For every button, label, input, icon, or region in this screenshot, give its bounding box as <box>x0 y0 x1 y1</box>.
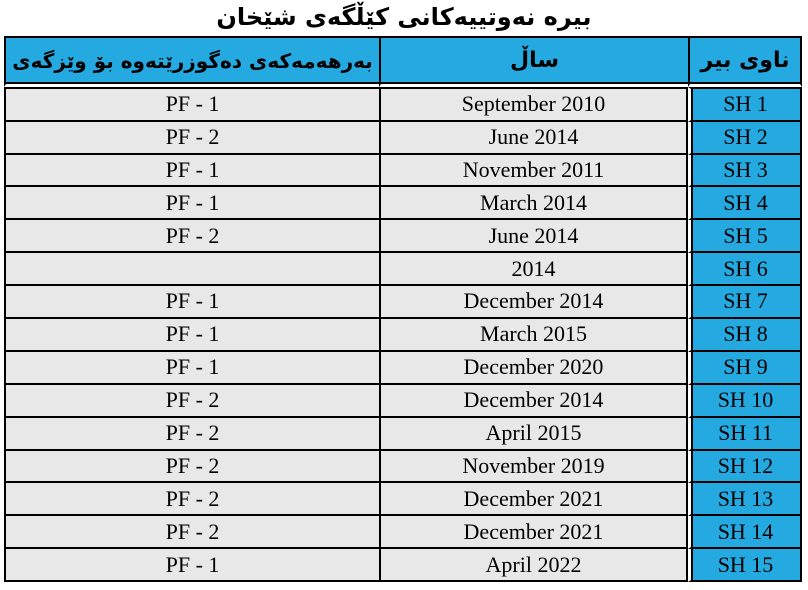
table-row: PF - 2 June 2014 SH 5 <box>4 220 802 254</box>
header-row: بەرهەمەکەی دەگوزرێتەوە بۆ وێزگەی ساڵ ناو… <box>4 35 802 87</box>
header-destination: بەرهەمەکەی دەگوزرێتەوە بۆ وێزگەی <box>4 35 379 87</box>
facility-cell: PF - 1 <box>4 187 379 221</box>
date-cell: December 2021 <box>379 516 688 550</box>
table-row: PF - 1 April 2022 SH 15 <box>4 549 802 583</box>
date-cell: 2014 <box>379 253 688 287</box>
well-cell: SH 14 <box>688 516 802 550</box>
date-cell: November 2011 <box>379 154 688 188</box>
well-cell: SH 5 <box>688 220 802 254</box>
facility-cell: PF - 1 <box>4 319 379 352</box>
table-row: PF - 1 March 2015 SH 8 <box>4 319 802 352</box>
facility-cell: PF - 2 <box>4 220 379 254</box>
date-cell: June 2014 <box>379 121 688 155</box>
wells-table: بەرهەمەکەی دەگوزرێتەوە بۆ وێزگەی ساڵ ناو… <box>4 35 802 583</box>
header-well-name: ناوی بیر <box>688 35 802 87</box>
date-cell: March 2015 <box>379 319 688 352</box>
date-cell: March 2014 <box>379 187 688 221</box>
date-cell: June 2014 <box>379 220 688 254</box>
table-row: PF - 2 December 2014 SH 10 <box>4 384 802 418</box>
facility-cell: PF - 1 <box>4 286 379 320</box>
facility-cell: PF - 2 <box>4 121 379 155</box>
table-row: 2014 SH 6 <box>4 253 802 287</box>
table-row: PF - 1 March 2014 SH 4 <box>4 187 802 221</box>
facility-cell: PF - 2 <box>4 450 379 484</box>
facility-cell: PF - 1 <box>4 154 379 188</box>
well-cell: SH 6 <box>688 253 802 287</box>
date-cell: December 2020 <box>379 351 688 385</box>
well-cell: SH 12 <box>688 450 802 484</box>
facility-cell <box>4 253 379 287</box>
date-cell: December 2021 <box>379 483 688 517</box>
well-cell: SH 9 <box>688 351 802 385</box>
table-row: PF - 1 November 2011 SH 3 <box>4 154 802 188</box>
facility-cell: PF - 1 <box>4 549 379 583</box>
table-row: PF - 2 April 2015 SH 11 <box>4 417 802 451</box>
well-cell: SH 8 <box>688 319 802 352</box>
table-body: PF - 1 September 2010 SH 1 PF - 2 June 2014 S… <box>4 86 802 583</box>
well-cell: SH 4 <box>688 187 802 221</box>
facility-cell: PF - 2 <box>4 417 379 451</box>
date-cell: November 2019 <box>379 450 688 484</box>
page-title: بیره نەوتییەکانی کێڵگەی شێخان <box>216 3 592 31</box>
table-row: PF - 1 December 2020 SH 9 <box>4 351 802 385</box>
date-cell: September 2010 <box>379 86 688 122</box>
table-row: PF - 2 December 2021 SH 13 <box>4 483 802 517</box>
table-row: PF - 1 December 2014 SH 7 <box>4 286 802 320</box>
well-cell: SH 1 <box>688 86 802 122</box>
facility-cell: PF - 2 <box>4 483 379 517</box>
well-cell: SH 13 <box>688 483 802 517</box>
table-row: PF - 2 November 2019 SH 12 <box>4 450 802 484</box>
well-cell: SH 15 <box>688 549 802 583</box>
facility-cell: PF - 2 <box>4 516 379 550</box>
table-row: PF - 1 September 2010 SH 1 <box>4 86 802 122</box>
table-row: PF - 2 June 2014 SH 2 <box>4 121 802 155</box>
date-cell: December 2014 <box>379 384 688 418</box>
well-cell: SH 7 <box>688 286 802 320</box>
facility-cell: PF - 1 <box>4 351 379 385</box>
date-cell: April 2022 <box>379 549 688 583</box>
facility-cell: PF - 2 <box>4 384 379 418</box>
well-cell: SH 3 <box>688 154 802 188</box>
well-cell: SH 11 <box>688 417 802 451</box>
facility-cell: PF - 1 <box>4 86 379 122</box>
well-cell: SH 2 <box>688 121 802 155</box>
well-cell: SH 10 <box>688 384 802 418</box>
header-year: ساڵ <box>379 35 688 87</box>
table-row: PF - 2 December 2021 SH 14 <box>4 516 802 550</box>
date-cell: April 2015 <box>379 417 688 451</box>
date-cell: December 2014 <box>379 286 688 320</box>
